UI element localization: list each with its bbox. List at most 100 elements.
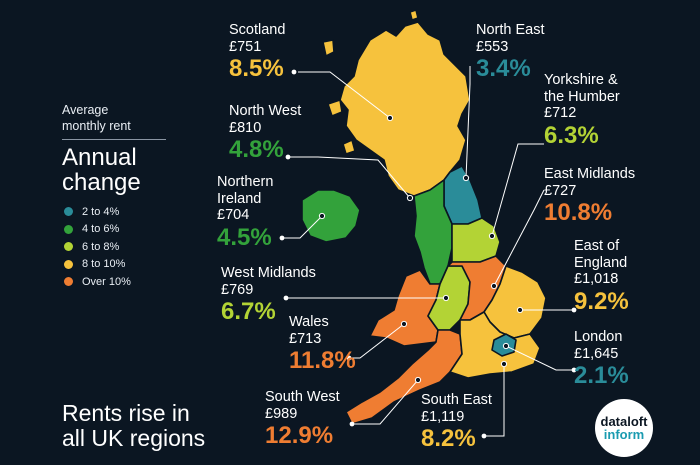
leader-south-west [354, 379, 419, 425]
legend-swatch [64, 224, 73, 234]
dot-scotland [386, 114, 394, 122]
dot-end-wales [346, 355, 352, 361]
headline-line1: Rents rise in [62, 400, 190, 426]
legend-swatch [64, 207, 73, 217]
region-name-line1: East of [574, 238, 620, 254]
dot-yorkshire [488, 232, 496, 240]
region-name: Wales [289, 314, 329, 330]
leader-northern-ireland [283, 215, 323, 239]
label-wales: Wales £713 11.8% [289, 314, 356, 375]
leader-east-midlands [493, 189, 545, 287]
dot-east-midlands [490, 282, 498, 290]
region-name: North West [229, 103, 302, 119]
region-scotland-island-1 [322, 39, 335, 57]
region-rent: £989 [265, 405, 298, 422]
region-rent: £810 [229, 119, 262, 136]
headline: Rents rise in all UK regions [62, 401, 205, 451]
dot-east-of-england [516, 306, 524, 314]
legend-item: 8 to 10% [62, 256, 166, 274]
region-wales[interactable] [369, 269, 441, 347]
legend-title-line2: change [62, 169, 141, 196]
dot-northern-ireland [318, 212, 326, 220]
dot-south-east [500, 360, 508, 368]
label-south-east: South East £1,119 8.2% [421, 392, 492, 453]
legend-item: Over 10% [62, 273, 166, 291]
label-east-midlands: East Midlands £727 10.8% [544, 166, 635, 227]
region-change: 3.4% [476, 55, 531, 82]
leader-north-east [465, 66, 471, 179]
region-change: 4.5% [217, 223, 272, 251]
leader-scotland [298, 71, 391, 119]
region-name: Scotland [229, 22, 286, 38]
region-name: South West [265, 389, 340, 405]
leader-north-west [290, 156, 411, 199]
region-rent: £553 [476, 38, 509, 55]
label-scotland: Scotland £751 8.5% [229, 22, 285, 83]
label-north-east: North East £553 3.4% [476, 22, 545, 83]
region-yorkshire[interactable] [451, 217, 501, 263]
region-name: East Midlands [544, 166, 636, 182]
region-change: 6.3% [544, 121, 599, 149]
region-change: 8.2% [421, 425, 476, 452]
region-northern-ireland[interactable] [301, 189, 361, 243]
region-name-line1: Northern [217, 174, 274, 190]
legend-item: 4 to 6% [62, 221, 166, 239]
region-name-line1: Yorkshire & [544, 72, 618, 88]
leader-london [505, 345, 574, 371]
legend-swatch [64, 242, 73, 252]
label-south-west: South West £989 12.9% [265, 389, 340, 450]
region-change: 4.8% [229, 136, 284, 163]
region-rent: £769 [221, 281, 254, 298]
legend-list: 2 to 4% 4 to 6% 6 to 8% 8 to 10% Over 10… [62, 203, 166, 291]
legend-item: 2 to 4% [62, 203, 166, 221]
region-name-line2: the Humber [544, 88, 620, 105]
region-scotland[interactable] [339, 21, 471, 197]
legend-title-line1: Annual [62, 144, 137, 171]
legend-label: 4 to 6% [82, 223, 120, 236]
region-change: 8.5% [229, 55, 284, 82]
region-scotland-island-2 [327, 99, 343, 117]
legend-label: 2 to 4% [82, 205, 120, 218]
dot-west-midlands [442, 294, 450, 302]
dot-end-east-of-england [571, 307, 577, 313]
label-north-west: North West £810 4.8% [229, 103, 301, 164]
legend-label: 6 to 8% [82, 240, 120, 253]
region-name: North East [476, 22, 545, 38]
dot-end-south-east [481, 433, 487, 439]
legend-subtitle-line1: Average [62, 103, 109, 117]
region-name: South East [421, 392, 492, 408]
dot-end-north-west [285, 154, 291, 160]
label-east-of-england: East of England £1,018 9.2% [574, 238, 629, 316]
logo-line2: inform [603, 427, 645, 442]
label-yorkshire: Yorkshire & the Humber £712 6.3% [544, 72, 620, 150]
region-rent: £712 [544, 105, 577, 121]
region-change: 6.7% [221, 298, 276, 325]
label-london: London £1,645 2.1% [574, 329, 629, 390]
region-change: 2.1% [574, 362, 629, 389]
region-rent: £751 [229, 38, 262, 55]
dataloft-logo: dataloft inform [595, 399, 653, 457]
dot-end-west-midlands [283, 295, 289, 301]
region-rent: £1,645 [574, 345, 619, 362]
region-scotland-island-4 [409, 9, 419, 21]
legend-item: 6 to 8% [62, 238, 166, 256]
leader-south-east [484, 364, 505, 437]
leader-wales [350, 323, 405, 359]
dot-end-northern-ireland [279, 235, 285, 241]
region-change: 11.8% [289, 347, 356, 374]
region-change: 12.9% [265, 422, 334, 449]
region-scotland-island-3 [342, 139, 356, 155]
region-name: West Midlands [221, 265, 316, 281]
legend-swatch [64, 277, 73, 287]
region-change: 9.2% [574, 287, 629, 315]
dot-end-london [571, 367, 577, 373]
legend-label: 8 to 10% [82, 258, 126, 271]
legend-label: Over 10% [82, 275, 131, 288]
region-rent: £713 [289, 330, 322, 347]
logo-line1: dataloft [600, 414, 648, 429]
dot-london [502, 342, 510, 350]
dot-north-west [406, 194, 414, 202]
region-name-line2: England [574, 254, 628, 271]
region-north-east[interactable] [443, 165, 483, 225]
